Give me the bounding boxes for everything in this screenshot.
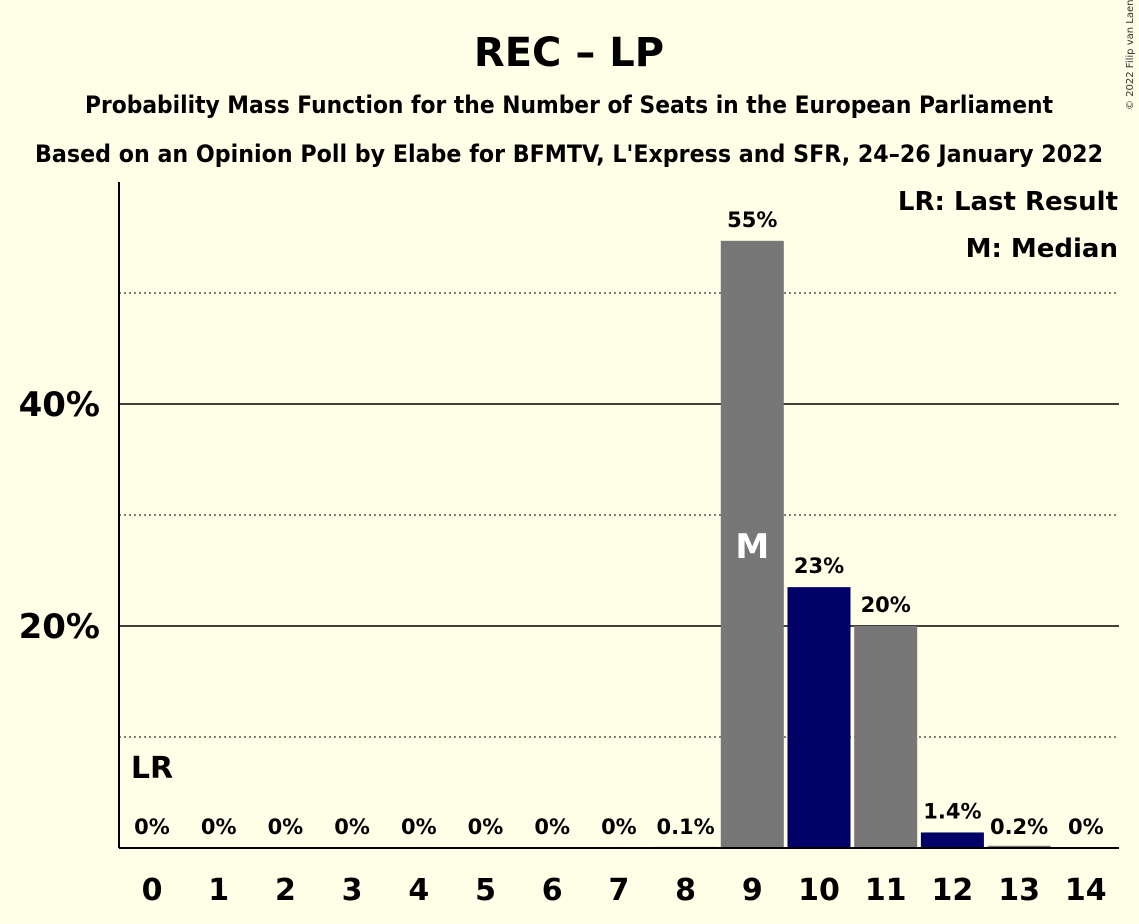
x-tick-label: 13 bbox=[998, 873, 1040, 908]
value-labels: 0% LR 0% 0% 0% 0% 0% 0% 0% 0.1% 55% M 23% 20% 1.4% 0.2%… bbox=[131, 208, 1104, 839]
x-tick-label: 14 bbox=[1065, 873, 1107, 908]
value-label: 0% bbox=[201, 815, 237, 839]
value-label: 20% bbox=[861, 593, 911, 617]
value-label: 0.2% bbox=[990, 815, 1048, 839]
value-label: 0.1% bbox=[656, 815, 714, 839]
value-label: 55% bbox=[727, 208, 777, 232]
copyright-text: © 2022 Filip van Laenen bbox=[1125, 0, 1136, 110]
value-label: 0% bbox=[1068, 815, 1104, 839]
bar bbox=[720, 240, 784, 848]
value-label: 1.4% bbox=[923, 799, 981, 823]
x-tick-label: 2 bbox=[275, 873, 296, 908]
value-label: 0% bbox=[534, 815, 570, 839]
chart-subtitle-2: Based on an Opinion Poll by Elabe for BF… bbox=[35, 140, 1103, 168]
value-label: 0% bbox=[134, 815, 170, 839]
x-tick-label: 10 bbox=[798, 873, 840, 908]
value-label: 0% bbox=[334, 815, 370, 839]
y-tick-label: 20% bbox=[19, 607, 100, 647]
bars bbox=[654, 240, 1051, 848]
legend-last-result: LR: Last Result bbox=[898, 187, 1118, 217]
bar bbox=[787, 587, 851, 848]
chart-subtitle-1: Probability Mass Function for the Number… bbox=[85, 91, 1053, 119]
x-tick-label: 5 bbox=[475, 873, 496, 908]
value-label: 0% bbox=[268, 815, 304, 839]
value-label: 0% bbox=[468, 815, 504, 839]
last-result-marker: LR bbox=[131, 751, 173, 786]
bar bbox=[854, 626, 918, 848]
median-marker: M bbox=[735, 527, 769, 567]
value-label: 23% bbox=[794, 554, 844, 578]
label-backdrop bbox=[714, 204, 791, 233]
value-label: 0% bbox=[601, 815, 637, 839]
y-tick-label: 40% bbox=[19, 385, 100, 425]
x-tick-label: 11 bbox=[865, 873, 907, 908]
x-tick-label: 6 bbox=[542, 873, 563, 908]
x-tick-label: 9 bbox=[742, 873, 763, 908]
x-tick-label: 3 bbox=[342, 873, 363, 908]
chart-title: REC – LP bbox=[474, 30, 664, 76]
y-axis-ticks: 20% 40% bbox=[19, 385, 100, 647]
x-tick-label: 4 bbox=[408, 873, 429, 908]
bar bbox=[987, 845, 1051, 848]
x-tick-label: 1 bbox=[208, 873, 229, 908]
x-tick-label: 7 bbox=[608, 873, 629, 908]
legend-median: M: Median bbox=[966, 234, 1118, 264]
x-tick-label: 12 bbox=[932, 873, 974, 908]
value-label: 0% bbox=[401, 815, 437, 839]
bar bbox=[920, 832, 984, 848]
grid-lines bbox=[119, 204, 1119, 738]
x-tick-label: 0 bbox=[142, 873, 163, 908]
x-axis-ticks: 0 1 2 3 4 5 6 7 8 9 10 11 12 13 14 bbox=[142, 873, 1107, 908]
x-tick-label: 8 bbox=[675, 873, 696, 908]
